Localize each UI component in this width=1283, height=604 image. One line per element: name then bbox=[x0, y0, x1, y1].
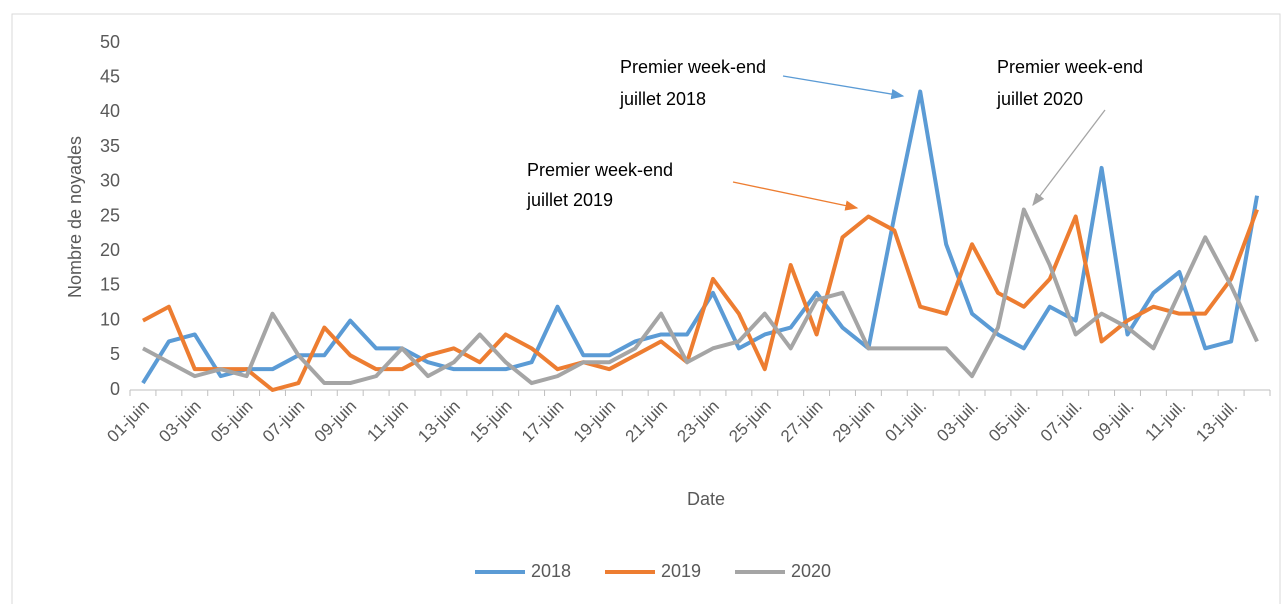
chart-border bbox=[11, 13, 1281, 604]
annotation-arrow bbox=[782, 75, 905, 100]
annotation: juillet 2019 bbox=[526, 190, 613, 210]
y-tick-label: 0 bbox=[110, 379, 120, 399]
legend-label: 2018 bbox=[531, 561, 571, 581]
annotation-arrow bbox=[1032, 109, 1106, 207]
y-tick-label: 50 bbox=[100, 32, 120, 52]
series-line bbox=[142, 207, 1259, 386]
y-tick-label: 25 bbox=[100, 205, 120, 225]
y-tick-label: 5 bbox=[110, 344, 120, 364]
y-tick-label: 35 bbox=[100, 136, 120, 156]
legend-label: 2020 bbox=[791, 561, 831, 581]
y-tick-label: 20 bbox=[100, 240, 120, 260]
annotation: juillet 2020 bbox=[996, 89, 1083, 109]
annotation: juillet 2018 bbox=[619, 89, 706, 109]
y-tick-label: 10 bbox=[100, 309, 120, 329]
y-tick-label: 30 bbox=[100, 171, 120, 191]
series-line bbox=[142, 208, 1259, 392]
annotation: Premier week-end bbox=[997, 57, 1143, 77]
x-axis-title: Date bbox=[687, 489, 725, 509]
annotation-arrow bbox=[732, 181, 859, 211]
y-tick-label: 45 bbox=[100, 66, 120, 86]
y-axis-title: Nombre de noyades bbox=[65, 136, 85, 298]
annotation: Premier week-end bbox=[620, 57, 766, 77]
annotation: Premier week-end bbox=[527, 160, 673, 180]
y-tick-label: 15 bbox=[100, 275, 120, 295]
y-tick-label: 40 bbox=[100, 101, 120, 121]
legend-label: 2019 bbox=[661, 561, 701, 581]
